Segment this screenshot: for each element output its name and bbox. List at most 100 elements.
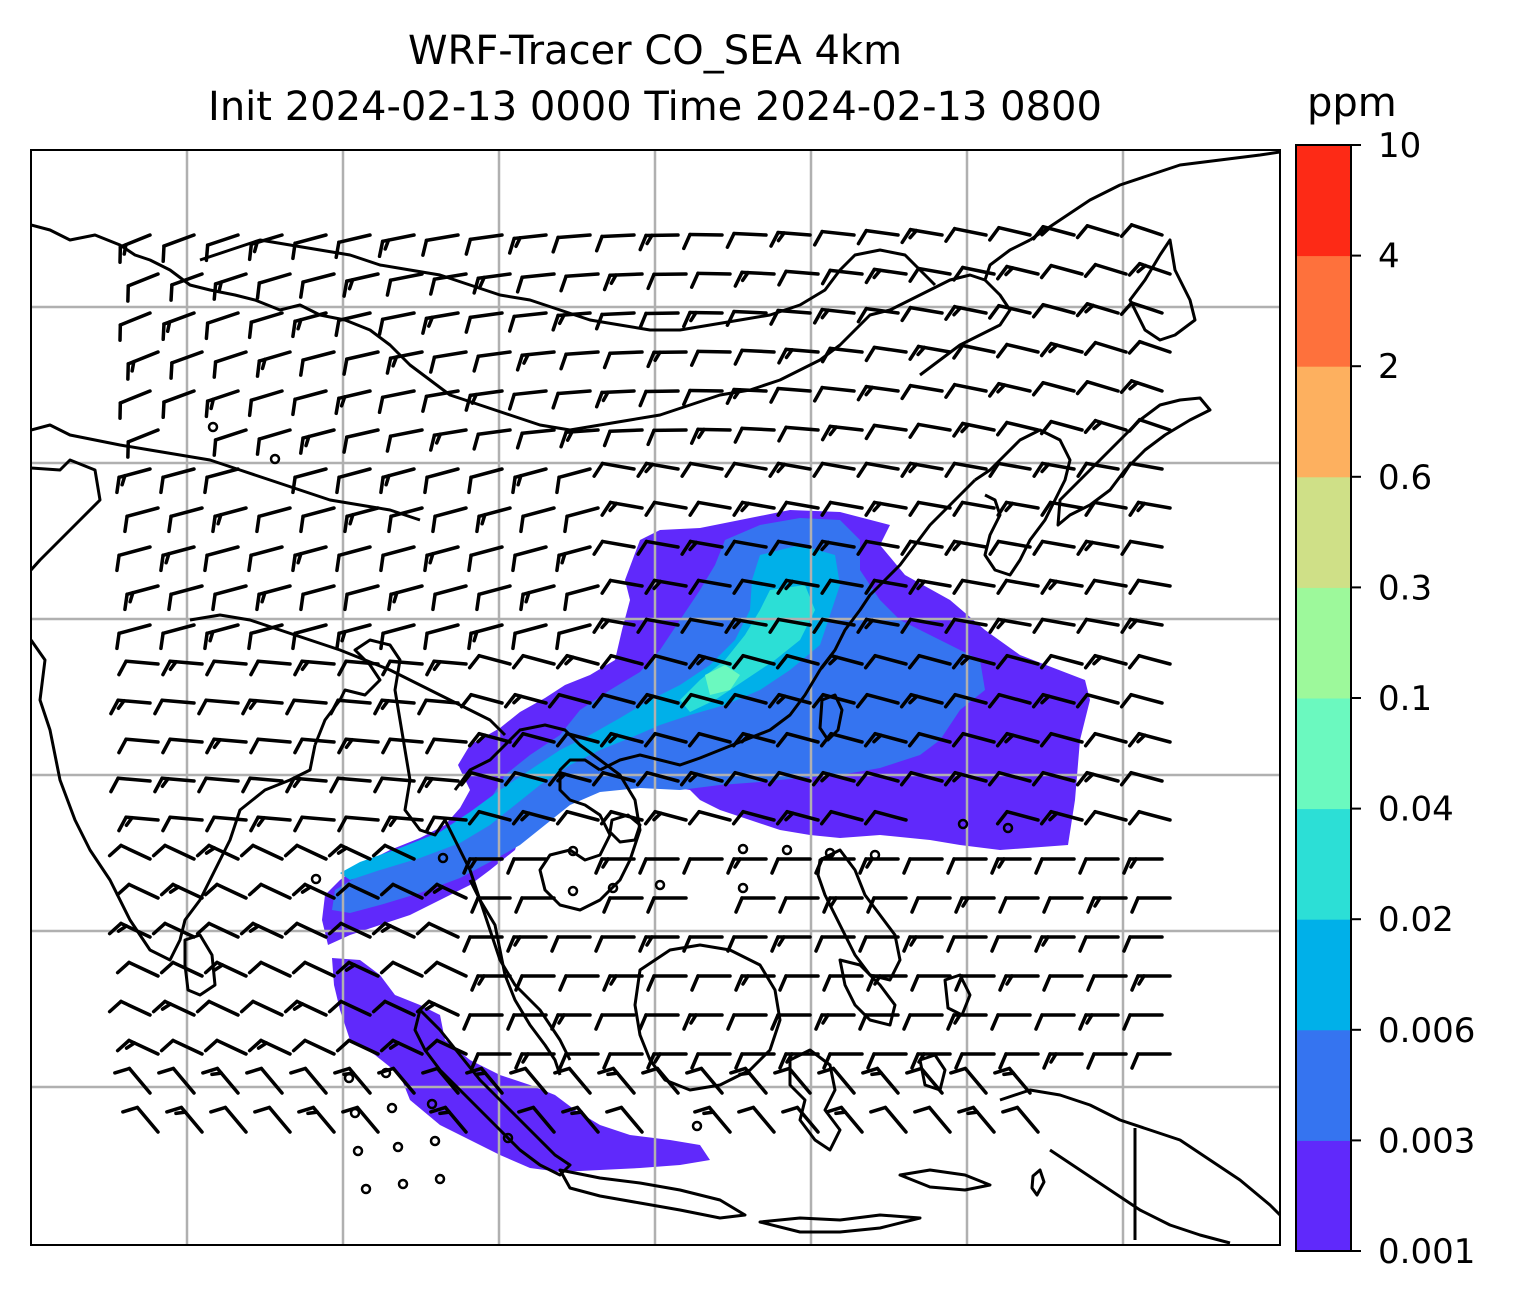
wind-barb	[293, 737, 336, 755]
wind-barb	[299, 506, 336, 534]
wind-barb	[910, 974, 952, 992]
wind-barb	[462, 857, 504, 875]
wind-barb	[1034, 1013, 1076, 1031]
wind-barb	[778, 974, 820, 992]
wind-barb	[591, 692, 636, 709]
wind-barb	[768, 617, 812, 634]
coast-japan-north	[1128, 238, 1197, 342]
wind-barb	[602, 272, 644, 292]
wind-barb	[118, 233, 152, 264]
coast-russia-east	[1029, 150, 1280, 242]
wind-barb	[385, 350, 424, 375]
wind-barb	[423, 467, 460, 495]
wind-barb	[507, 233, 548, 255]
wind-barb	[907, 653, 952, 670]
wind-barb	[381, 659, 424, 677]
wind-barb	[464, 389, 504, 412]
wind-barb	[998, 896, 1040, 914]
wind-barb	[247, 311, 284, 340]
wind-barb	[1032, 461, 1076, 478]
wind-barb	[863, 731, 908, 748]
wind-barb	[592, 617, 636, 634]
wind-barb	[864, 267, 908, 285]
wind-barb	[342, 428, 380, 454]
wind-barb	[472, 428, 512, 451]
wind-barb	[1130, 974, 1172, 992]
wind-barb	[385, 272, 424, 297]
wind-barb	[343, 506, 380, 534]
wind-barb	[776, 578, 820, 595]
wind-barb	[636, 539, 680, 556]
calm-wind-circle	[607, 882, 619, 894]
wind-barb	[467, 467, 504, 495]
wind-barb	[283, 921, 328, 939]
wind-barb	[690, 974, 732, 992]
wind-barb	[159, 1038, 204, 1056]
wind-barb	[946, 1013, 988, 1031]
wind-barb	[334, 233, 372, 260]
wind-barb	[811, 692, 856, 709]
calm-wind-circle	[426, 1098, 438, 1110]
wind-barb	[688, 500, 732, 517]
calm-wind-circle	[781, 844, 793, 856]
wind-barb	[996, 500, 1040, 517]
wind-barb	[726, 857, 768, 875]
wind-barb	[1127, 261, 1172, 277]
colorbar-tick-label: 0.02	[1378, 900, 1454, 940]
wind-barb	[327, 921, 372, 939]
wind-barb	[996, 264, 1040, 281]
wind-barb	[943, 770, 988, 787]
wind-barb	[429, 428, 468, 452]
wind-barb	[161, 233, 196, 264]
wind-barb	[820, 424, 864, 442]
wind-barb	[1086, 974, 1128, 992]
wind-barb	[646, 974, 688, 992]
wind-barb	[951, 653, 996, 670]
colorbar: 0.001 0.003 0.006 0.02 0.04 0.1 0.3 0.6 2 4 10	[1295, 126, 1475, 1272]
wind-barb	[679, 770, 724, 787]
wind-barb	[594, 935, 636, 953]
wind-barb	[421, 311, 460, 335]
wind-barb	[687, 653, 732, 670]
wind-barb	[822, 974, 864, 992]
wind-barb	[856, 461, 900, 478]
wind-barb	[693, 1105, 732, 1134]
wind-barb	[1039, 263, 1084, 280]
wind-barb	[943, 692, 988, 709]
wind-barb	[733, 426, 776, 444]
calm-wind-circle	[737, 882, 749, 894]
wind-barb	[591, 770, 636, 787]
calm-wind-circle	[1002, 822, 1014, 834]
wind-barb	[293, 659, 336, 677]
wind-barb	[212, 350, 248, 379]
wind-barb	[161, 389, 196, 420]
wind-barb	[550, 1013, 592, 1031]
coast-japan	[1056, 396, 1212, 527]
wind-barb	[255, 584, 292, 612]
wind-barb	[638, 233, 680, 252]
wind-barb	[733, 348, 776, 366]
wind-barb	[291, 882, 336, 900]
wind-barb	[506, 857, 548, 875]
wind-barb	[555, 545, 592, 573]
wind-barb	[638, 935, 680, 953]
coast-india-main	[31, 639, 317, 962]
wind-barb	[161, 659, 204, 677]
wind-barb	[429, 272, 468, 296]
wind-barb	[249, 737, 292, 755]
wind-barb	[812, 539, 856, 556]
wind-barb	[944, 226, 988, 243]
wind-barb	[563, 584, 600, 612]
wind-barb	[123, 506, 160, 534]
wind-barb	[995, 809, 1040, 826]
wind-barb	[511, 623, 548, 651]
wind-barb	[203, 1038, 248, 1056]
wind-barb	[1078, 857, 1120, 875]
calm-wind-circle	[437, 852, 449, 864]
wind-barb	[1120, 617, 1164, 634]
wind-barb	[507, 389, 548, 411]
wind-barb	[1127, 731, 1172, 748]
wind-barb	[988, 461, 1032, 478]
wind-barb	[115, 882, 160, 900]
wind-barb	[778, 1052, 820, 1070]
